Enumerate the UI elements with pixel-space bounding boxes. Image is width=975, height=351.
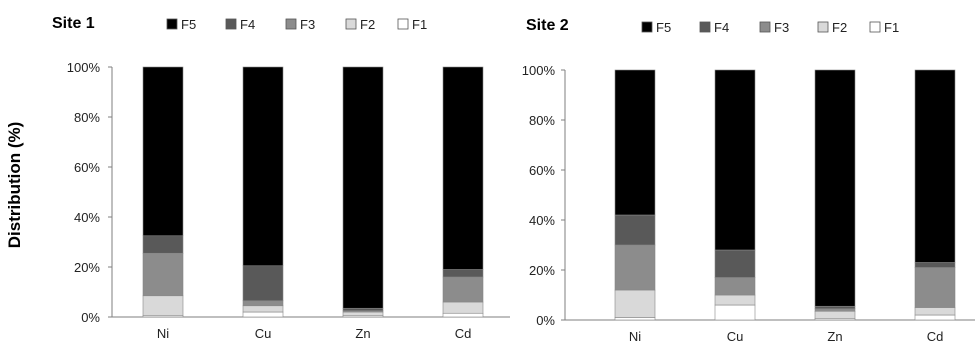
y-tick-label-site-1: 40% <box>74 210 100 225</box>
bar-segment-site-2-ni-f2 <box>614 289 656 318</box>
y-tick-label-site-1: 60% <box>74 160 100 175</box>
legend-label-site-1-f4: F4 <box>240 17 255 32</box>
y-tick-label-site-1: 0% <box>81 310 100 325</box>
legend-swatch-site-2-f1 <box>869 21 881 33</box>
bar-segment-site-2-zn-f5 <box>814 69 856 307</box>
bar-segment-site-2-cu-f2 <box>714 294 756 306</box>
legend-label-site-2-f4: F4 <box>714 20 729 35</box>
chart-title-site-1: Site 1 <box>52 15 95 32</box>
bar-segment-site-2-cd-f1 <box>914 314 956 321</box>
legend-label-site-1-f3: F3 <box>300 17 315 32</box>
y-tick-label-site-2: 60% <box>529 163 555 178</box>
bar-segment-site-2-cd-f2 <box>914 307 956 316</box>
bar-segment-site-2-ni-f5 <box>614 69 656 216</box>
bar-segment-site-2-zn-f2 <box>814 310 856 320</box>
chart-title-site-2: Site 2 <box>526 17 569 34</box>
bar-segment-site-2-cd-f5 <box>914 69 956 263</box>
bar-segment-site-1-cu-f2 <box>242 305 284 313</box>
y-axis-label: Distribution (%) <box>5 122 24 249</box>
chart-site-1: Site 1 0% 20% 40% 60% 80% 100% Ni Cu Zn Cd F5 F4 F3 F… <box>52 15 510 341</box>
legend-swatch-site-1-f3 <box>285 18 297 30</box>
bar-segment-site-1-ni-f5 <box>142 66 184 237</box>
legend-swatch-site-2-f4 <box>699 21 711 33</box>
x-tick-label-site-1-zn: Zn <box>355 326 370 341</box>
y-tick-label-site-2: 0% <box>536 313 555 328</box>
bar-segment-site-2-cu-f5 <box>714 69 756 251</box>
legend-swatch-site-1-f2 <box>345 18 357 30</box>
bar-segment-site-1-ni-f3 <box>142 252 184 297</box>
bar-segment-site-2-cu-f3 <box>714 277 756 296</box>
y-tick-label-site-2: 20% <box>529 263 555 278</box>
bar-segment-site-2-ni-f3 <box>614 244 656 291</box>
bar-segment-site-1-zn-f5 <box>342 66 384 309</box>
bar-segment-site-2-zn-f3 <box>814 308 856 312</box>
bar-segment-site-2-cd-f4 <box>914 262 956 268</box>
bar-segment-site-2-ni-f4 <box>614 214 656 246</box>
x-tick-label-site-2-cd: Cd <box>927 329 944 344</box>
legend-swatch-site-2-f3 <box>759 21 771 33</box>
bar-segment-site-2-cu-f4 <box>714 249 756 278</box>
bar-segment-site-2-zn-f4 <box>814 305 856 310</box>
legend-label-site-1-f2: F2 <box>360 17 375 32</box>
x-tick-label-site-2-zn: Zn <box>827 329 842 344</box>
bar-segment-site-1-cu-f4 <box>242 265 284 302</box>
bar-segment-site-2-ni-f1 <box>614 317 656 321</box>
bar-segment-site-2-cd-f3 <box>914 267 956 308</box>
x-tick-label-site-2-ni: Ni <box>629 329 641 344</box>
legend-label-site-1-f1: F1 <box>412 17 427 32</box>
legend-label-site-2-f5: F5 <box>656 20 671 35</box>
legend-label-site-2-f3: F3 <box>774 20 789 35</box>
legend-swatch-site-2-f5 <box>641 21 653 33</box>
bar-segment-site-2-cu-f1 <box>714 304 756 321</box>
bar-segment-site-1-cd-f5 <box>442 66 484 270</box>
y-tick-label-site-1: 20% <box>74 260 100 275</box>
bar-segment-site-1-cu-f5 <box>242 66 284 267</box>
y-tick-label-site-2: 100% <box>522 63 556 78</box>
chart-site-2: Site 2 0% 20% 40% 60% 80% 100% Ni Cu Zn Cd F5 F4 F3 F… <box>522 17 975 344</box>
bar-segment-site-1-zn-f4 <box>342 307 384 312</box>
x-tick-label-site-2-cu: Cu <box>727 329 744 344</box>
x-tick-label-site-1-ni: Ni <box>157 326 169 341</box>
x-tick-label-site-1-cd: Cd <box>455 326 472 341</box>
legend-label-site-1-f5: F5 <box>181 17 196 32</box>
legend-swatch-site-2-f2 <box>817 21 829 33</box>
y-tick-label-site-2: 40% <box>529 213 555 228</box>
legend-swatch-site-1-f1 <box>397 18 409 30</box>
bar-segment-site-1-cd-f4 <box>442 269 484 278</box>
y-tick-label-site-1: 80% <box>74 110 100 125</box>
bar-segment-site-1-zn-f2 <box>342 311 384 317</box>
bar-segment-site-1-cu-f1 <box>242 311 284 318</box>
bar-segment-site-1-ni-f2 <box>142 295 184 317</box>
bar-segment-site-1-cu-f3 <box>242 300 284 307</box>
legend-label-site-2-f1: F1 <box>884 20 899 35</box>
y-tick-label-site-2: 80% <box>529 113 555 128</box>
bar-segment-site-1-cd-f1 <box>442 312 484 318</box>
y-tick-label-site-1: 100% <box>67 60 101 75</box>
bar-segment-site-1-cd-f3 <box>442 276 484 303</box>
bar-segment-site-1-ni-f4 <box>142 235 184 254</box>
x-tick-label-site-1-cu: Cu <box>255 326 272 341</box>
legend-label-site-2-f2: F2 <box>832 20 847 35</box>
bar-segment-site-1-cd-f2 <box>442 301 484 314</box>
legend-swatch-site-1-f5 <box>166 18 178 30</box>
legend-swatch-site-1-f4 <box>225 18 237 30</box>
